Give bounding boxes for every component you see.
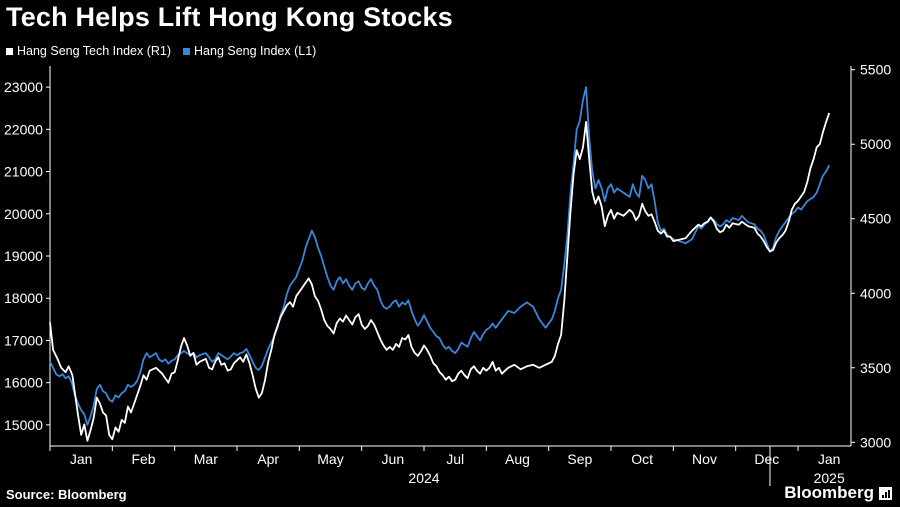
month-label: Jan [70,451,93,467]
axes [46,66,855,486]
legend: Hang Seng Tech Index (R1) Hang Seng Inde… [6,44,316,58]
left-tick-label: 17000 [4,332,43,348]
left-tick-label: 22000 [4,121,43,137]
legend-label-tech: Hang Seng Tech Index (R1) [17,44,172,58]
month-label: Oct [631,451,653,467]
legend-item-hsi: Hang Seng Index (L1) [183,44,316,58]
month-label: Dec [754,451,779,467]
month-label: Mar [194,451,218,467]
right-tick-label: 4000 [860,285,891,301]
brand-logo: Bloomberg [784,483,892,503]
right-tick-label: 4500 [860,211,891,227]
right-tick-label: 5000 [860,136,891,152]
legend-swatch-tech [6,47,13,55]
left-tick-label: 19000 [4,248,43,264]
source-note: Source: Bloomberg [6,487,127,502]
month-label: Aug [505,451,530,467]
axis-labels: 15000 16000 17000 18000 19000 20000 21000 22000… [4,62,891,486]
right-tick-label: 3500 [860,360,891,376]
series-line-hang-seng-index [49,86,831,426]
left-tick-label: 20000 [4,206,43,222]
brand-wordmark: Bloomberg [784,483,874,502]
legend-item-tech: Hang Seng Tech Index (R1) [6,44,171,58]
legend-label-hsi: Hang Seng Index (L1) [194,44,317,58]
year-label-2024: 2024 [408,470,439,486]
month-label: May [317,451,343,467]
series-layer [49,86,831,442]
month-label: Jul [446,451,464,467]
left-tick-label: 15000 [4,417,43,433]
month-label: Jan [818,451,841,467]
left-tick-label: 18000 [4,290,43,306]
month-label: Nov [692,451,717,467]
right-tick-label: 5500 [860,62,891,78]
month-label: Feb [131,451,155,467]
legend-swatch-hsi [183,47,191,55]
year-label-2025: 2025 [814,470,845,486]
left-tick-label: 16000 [4,375,43,391]
left-tick-label: 21000 [4,164,43,180]
left-tick-label: 23000 [4,79,43,95]
month-label: Apr [257,451,279,467]
series-line-hang-seng-tech [49,112,831,442]
chart-title: Tech Helps Lift Hong Kong Stocks [6,2,453,32]
bloomberg-terminal-icon [879,486,892,500]
month-label: Sep [567,451,592,467]
month-label: Jun [382,451,405,467]
right-tick-label: 3000 [860,434,891,450]
